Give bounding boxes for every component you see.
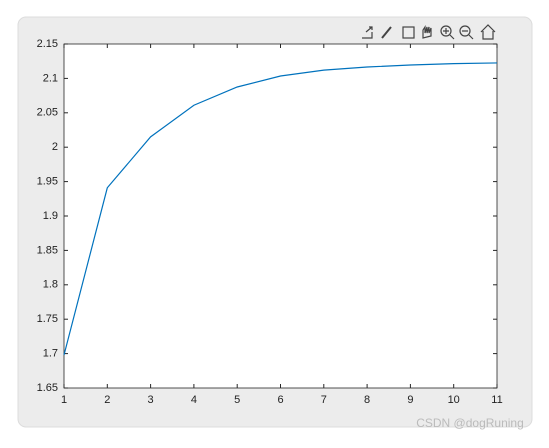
axes-box [63, 43, 498, 389]
y-tick-label: 2 [52, 141, 58, 153]
x-tick-label: 8 [364, 394, 370, 406]
x-tick-label: 7 [321, 394, 327, 406]
y-tick-label: 1.85 [37, 244, 58, 256]
x-tick-label: 3 [148, 394, 154, 406]
x-tick-label: 2 [104, 394, 110, 406]
brush-icon[interactable] [381, 26, 392, 39]
home-icon[interactable] [480, 24, 496, 40]
x-tick-label: 11 [491, 394, 502, 406]
pan-icon[interactable] [422, 25, 432, 39]
y-tick-label: 1.65 [37, 382, 58, 394]
y-tick-label: 2.1 [43, 72, 58, 84]
x-tick-label: 1 [61, 394, 67, 406]
x-tick-label: 5 [234, 394, 240, 406]
zoom-in-icon[interactable] [440, 25, 452, 37]
y-tick-label: 1.9 [43, 210, 58, 222]
y-tick-label: 1.75 [37, 313, 58, 325]
y-tick-label: 1.95 [37, 176, 58, 188]
toolbar[interactable] [362, 24, 496, 40]
export-icon[interactable] [362, 26, 373, 39]
y-tick-label: 2.15 [37, 38, 58, 50]
watermark: CSDN @dogRuning [416, 416, 524, 430]
x-tick-label: 9 [407, 394, 413, 406]
line [63, 62, 498, 356]
x-tick-label: 10 [448, 394, 460, 406]
y-tick-label: 2.05 [37, 107, 58, 119]
x-tick-label: 6 [277, 394, 283, 406]
zoom-out-icon[interactable] [459, 25, 471, 37]
y-tick-label: 1.7 [43, 348, 58, 360]
datatip-icon[interactable] [402, 26, 415, 39]
x-tick-label: 4 [191, 394, 197, 406]
y-tick-label: 1.8 [43, 279, 58, 291]
